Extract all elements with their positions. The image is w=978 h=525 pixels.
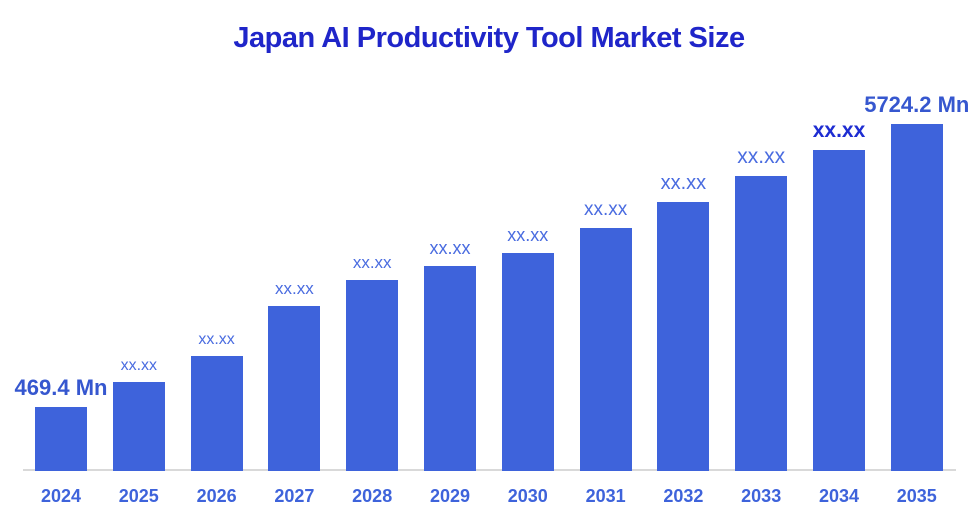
x-tick-2030: 2030 [507,486,548,506]
x-tick-2034: 2034 [818,486,860,506]
bar-2030 [501,253,554,471]
x-tick-2029: 2029 [429,486,471,506]
x-axis-line [23,469,956,471]
bar-2026 [190,356,243,471]
bar-2027 [268,306,321,471]
value-label-2032: xx.xx [660,172,707,194]
value-label-2024: 469.4 Mn [14,374,108,400]
value-label-2031: xx.xx [583,199,628,221]
x-tick-2024: 2024 [40,486,82,506]
bar-2035 [890,124,943,471]
x-tick-2025: 2025 [118,486,159,506]
bar-2024 [35,407,87,471]
x-tick-2027: 2027 [274,486,315,506]
chart-title: Japan AI Productivity Tool Market Size [233,22,745,54]
value-label-2029: xx.xx [429,238,471,259]
x-tick-2035: 2035 [896,486,937,506]
value-label-2026: xx.xx [198,330,235,348]
value-label-2028: xx.xx [352,253,392,273]
value-label-2027: xx.xx [275,279,314,299]
x-tick-2033: 2033 [741,486,782,506]
bar-2028 [346,280,399,471]
bar-2032 [657,202,710,471]
value-label-2035: 5724.2 Mn [864,91,970,117]
value-label-2033: xx.xx [737,144,786,168]
x-tick-2031: 2031 [585,486,626,506]
bar-2031 [579,228,632,471]
value-label-2025: xx.xx [120,356,158,374]
bar-2025 [112,382,165,471]
bar-2029 [424,266,476,471]
value-label-2034: xx.xx [812,118,866,142]
x-tick-2028: 2028 [352,486,393,506]
bar-2033 [735,176,788,471]
x-tick-2032: 2032 [663,486,704,506]
value-label-2030: xx.xx [507,225,549,246]
x-tick-2026: 2026 [196,486,237,506]
bar-2034 [813,150,865,471]
